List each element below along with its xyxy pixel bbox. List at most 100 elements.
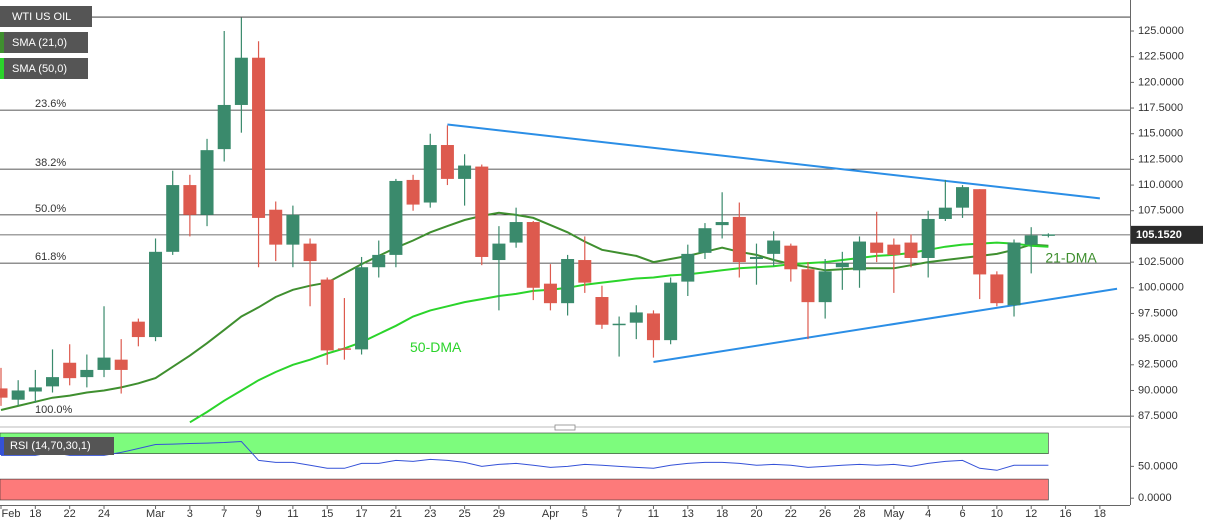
candle-body xyxy=(337,348,351,350)
y-tick-label: 87.5000 xyxy=(1138,410,1178,422)
legend-box[interactable] xyxy=(0,32,88,53)
x-tick-label: 18 xyxy=(29,508,41,520)
overbought-zone xyxy=(0,432,1049,454)
candle-body xyxy=(252,57,266,218)
x-tick-label: 23 xyxy=(424,508,436,520)
candle-body xyxy=(681,253,695,282)
candle-body xyxy=(149,251,163,338)
candle-body xyxy=(114,359,128,370)
candle-body xyxy=(492,243,506,261)
price-panel: 0.0%23.6%38.2%50.0%61.8%100.0% xyxy=(0,5,1130,424)
x-tick-label: 24 xyxy=(98,508,110,520)
trendline xyxy=(447,123,1100,200)
candle-body xyxy=(749,256,763,260)
x-tick-label: 3 xyxy=(187,508,193,520)
x-tick-label: 11 xyxy=(287,508,298,520)
x-tick-label: 12 xyxy=(1025,508,1037,520)
candle-body xyxy=(269,209,283,245)
x-tick-label: 18 xyxy=(716,508,728,520)
y-tick-label: 120.0000 xyxy=(1138,76,1184,88)
candle-body xyxy=(11,390,25,400)
candle-body xyxy=(200,150,214,215)
y-tick-label: 95.0000 xyxy=(1138,333,1178,345)
candle-body xyxy=(646,313,660,341)
legend-box[interactable] xyxy=(0,6,92,27)
candle-body xyxy=(183,185,197,215)
candle-body xyxy=(217,104,231,150)
candle-body xyxy=(406,179,420,205)
candle-body xyxy=(63,362,77,379)
x-tick-label: 17 xyxy=(355,508,367,520)
fib-label: 23.6% xyxy=(35,98,66,110)
overlay-layer: 87.500090.000092.500095.000097.5000100.0… xyxy=(0,6,1203,520)
candle-body xyxy=(561,259,575,304)
candle-body xyxy=(131,321,145,338)
candle-body xyxy=(715,222,729,226)
candle-body xyxy=(166,185,180,252)
candle-body xyxy=(784,245,798,270)
x-tick-label: Feb xyxy=(2,508,21,520)
x-tick-label: 18 xyxy=(1094,508,1106,520)
rsi-line xyxy=(1,440,1049,471)
y-tick-label: 110.0000 xyxy=(1138,179,1183,191)
x-tick-label: 21 xyxy=(390,508,402,520)
x-tick-label: 6 xyxy=(959,508,965,520)
x-tick-label: May xyxy=(883,508,904,520)
candle-body xyxy=(423,145,437,203)
x-tick-label: 29 xyxy=(493,508,505,520)
candle-body xyxy=(990,274,1004,304)
candle-body xyxy=(80,369,94,378)
y-tick-label: 112.5000 xyxy=(1138,153,1183,165)
rsi-tick-label: 50.0000 xyxy=(1138,460,1178,472)
candle-body xyxy=(853,241,866,271)
candle-body xyxy=(578,260,592,283)
last-price-box xyxy=(1131,225,1203,244)
candle-body xyxy=(835,263,849,268)
candle-body xyxy=(698,228,712,253)
x-tick-label: 15 xyxy=(321,508,333,520)
rsi-label-swatch xyxy=(0,437,4,455)
y-tick-label: 92.5000 xyxy=(1138,359,1178,371)
x-tick-label: 4 xyxy=(925,508,931,520)
x-tick-label: 20 xyxy=(750,508,762,520)
candle-body xyxy=(372,254,386,268)
candle-body xyxy=(767,240,781,254)
x-tick-label: 26 xyxy=(819,508,831,520)
resize-handle[interactable] xyxy=(554,424,576,431)
candle-body xyxy=(870,242,884,253)
y-tick-label: 97.5000 xyxy=(1138,307,1178,319)
candle-body xyxy=(595,297,609,325)
legend-label: SMA (21,0) xyxy=(12,37,67,49)
candle-body xyxy=(286,214,300,245)
x-tick-label: 9 xyxy=(255,508,261,520)
y-tick-label: 102.5000 xyxy=(1138,256,1184,268)
candle-body xyxy=(612,323,626,326)
x-tick-label: Apr xyxy=(542,508,559,520)
candle-body xyxy=(303,243,317,262)
y-tick-label: 90.0000 xyxy=(1138,384,1178,396)
x-tick-label: 25 xyxy=(458,508,470,520)
legend-label: SMA (50,0) xyxy=(12,63,67,75)
fib-label: 100.0% xyxy=(35,404,73,416)
candle-body xyxy=(320,279,334,351)
sma-line xyxy=(0,211,1049,411)
candle-body xyxy=(1024,235,1038,245)
y-tick-label: 125.0000 xyxy=(1138,25,1184,37)
legend-box[interactable] xyxy=(0,58,88,79)
x-tick-label: 10 xyxy=(991,508,1003,520)
x-tick-label: 11 xyxy=(648,508,659,520)
candle-body xyxy=(664,282,678,341)
x-tick-label: 5 xyxy=(582,508,588,520)
candle-body xyxy=(355,267,369,350)
legend-swatch xyxy=(0,58,4,79)
legend-swatch xyxy=(0,32,4,53)
candle-body xyxy=(97,357,111,370)
x-tick-label: Mar xyxy=(146,508,165,520)
candle-body xyxy=(629,312,643,323)
candle-body xyxy=(543,283,557,304)
x-tick-label: 16 xyxy=(1059,508,1071,520)
sma-annotation: 21-DMA xyxy=(1045,249,1097,265)
x-tick-label: 13 xyxy=(682,508,694,520)
